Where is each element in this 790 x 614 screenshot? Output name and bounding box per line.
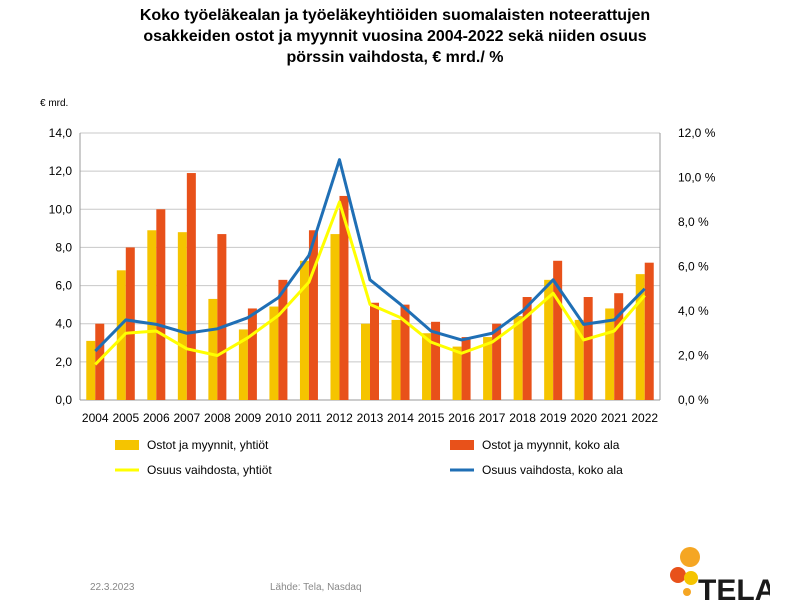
y-right-tick-label: 2,0 %: [678, 349, 709, 363]
x-tick-label: 2021: [601, 411, 628, 425]
bar-total: [431, 321, 441, 400]
bar-total: [400, 304, 410, 400]
bar-companies: [116, 270, 126, 400]
bar-total: [461, 337, 471, 400]
bar-companies: [391, 319, 401, 400]
bar-companies: [299, 260, 309, 400]
chart-title: Koko työeläkealan ja työeläkeyhtiöiden s…: [0, 5, 790, 68]
bar-companies: [238, 329, 248, 400]
x-tick-label: 2008: [204, 411, 231, 425]
legend-label: Osuus vaihdosta, yhtiöt: [147, 463, 272, 477]
y-left-tick-label: 4,0: [55, 317, 72, 331]
logo-circle-left: [670, 567, 686, 583]
x-tick-label: 2005: [112, 411, 139, 425]
x-tick-label: 2013: [357, 411, 384, 425]
x-tick-label: 2017: [479, 411, 506, 425]
y-left-unit-label: € mrd.: [40, 98, 68, 109]
x-tick-label: 2011: [296, 411, 322, 425]
logo-circle-right: [684, 571, 698, 585]
bar-total: [583, 297, 593, 400]
footer-source: Lähde: Tela, Nasdaq: [270, 582, 362, 593]
bar-total: [186, 173, 196, 400]
x-tick-label: 2006: [143, 411, 170, 425]
bar-total: [492, 323, 502, 400]
y-right-tick-label: 0,0 %: [678, 393, 709, 407]
x-tick-label: 2010: [265, 411, 292, 425]
x-tick-label: 2009: [235, 411, 262, 425]
y-left-tick-label: 14,0: [49, 126, 73, 140]
y-left-tick-label: 8,0: [55, 240, 72, 254]
title-line-3: pörssin vaihdosta, € mrd./ %: [286, 49, 504, 66]
x-tick-label: 2016: [448, 411, 475, 425]
bar-total: [156, 209, 166, 400]
bar-total: [247, 308, 257, 400]
bar-total: [614, 293, 624, 400]
bar-total: [278, 279, 288, 400]
bar-companies: [635, 274, 645, 400]
bar-companies: [147, 230, 157, 400]
footer-date: 22.3.2023: [90, 582, 135, 593]
bar-companies: [422, 333, 432, 400]
legend-swatch: [450, 440, 474, 450]
bar-total: [522, 297, 532, 400]
bar-total: [370, 302, 379, 400]
logo-text: TELA: [698, 574, 770, 605]
bar-companies: [86, 340, 96, 400]
title-line-1: Koko työeläkealan ja työeläkeyhtiöiden s…: [139, 7, 651, 24]
bar-total: [553, 260, 563, 400]
bar-companies: [452, 346, 462, 400]
x-tick-label: 2022: [631, 411, 658, 425]
y-right-tick-label: 10,0 %: [678, 171, 716, 185]
bar-companies: [483, 337, 493, 400]
y-right-tick-label: 12,0 %: [678, 126, 716, 140]
bar-companies: [330, 234, 340, 400]
bar-companies: [269, 306, 279, 400]
bar-companies: [605, 308, 615, 400]
x-tick-label: 2007: [173, 411, 200, 425]
y-left-tick-label: 2,0: [55, 355, 72, 369]
bar-total: [339, 195, 349, 400]
y-left-tick-label: 0,0: [55, 393, 72, 407]
bar-companies: [177, 232, 187, 400]
legend-swatch: [115, 440, 139, 450]
line-companies: [94, 200, 646, 366]
y-right-tick-label: 4,0 %: [678, 304, 709, 318]
logo-circle-top: [680, 547, 700, 567]
title-line-2: osakkeiden ostot ja myynnit vuosina 2004…: [143, 28, 647, 45]
bar-companies: [361, 323, 370, 400]
y-right-tick-label: 8,0 %: [678, 215, 709, 229]
bar-total: [644, 262, 654, 400]
legend-label: Ostot ja myynnit, yhtiöt: [147, 438, 269, 452]
x-tick-label: 2020: [570, 411, 597, 425]
bar-companies: [574, 319, 584, 400]
x-tick-label: 2015: [418, 411, 445, 425]
bar-companies: [513, 316, 523, 400]
bar-total: [308, 230, 318, 400]
bar-total: [217, 234, 227, 400]
bar-total: [125, 247, 135, 400]
logo-circle-small: [683, 588, 691, 596]
legend-label: Osuus vaihdosta, koko ala: [482, 463, 623, 477]
y-left-tick-label: 12,0: [49, 164, 73, 178]
x-tick-label: 2014: [387, 411, 414, 425]
x-tick-label: 2019: [540, 411, 567, 425]
y-right-tick-label: 6,0 %: [678, 260, 709, 274]
x-tick-label: 2012: [326, 411, 353, 425]
tela-logo: TELA: [670, 547, 770, 605]
bar-companies: [544, 279, 554, 400]
line-total: [94, 158, 646, 353]
bar-companies: [208, 298, 218, 400]
y-left-tick-label: 6,0: [55, 279, 72, 293]
x-tick-label: 2004: [82, 411, 109, 425]
x-tick-label: 2018: [509, 411, 536, 425]
legend-label: Ostot ja myynnit, koko ala: [482, 438, 620, 452]
y-left-tick-label: 10,0: [49, 202, 73, 216]
